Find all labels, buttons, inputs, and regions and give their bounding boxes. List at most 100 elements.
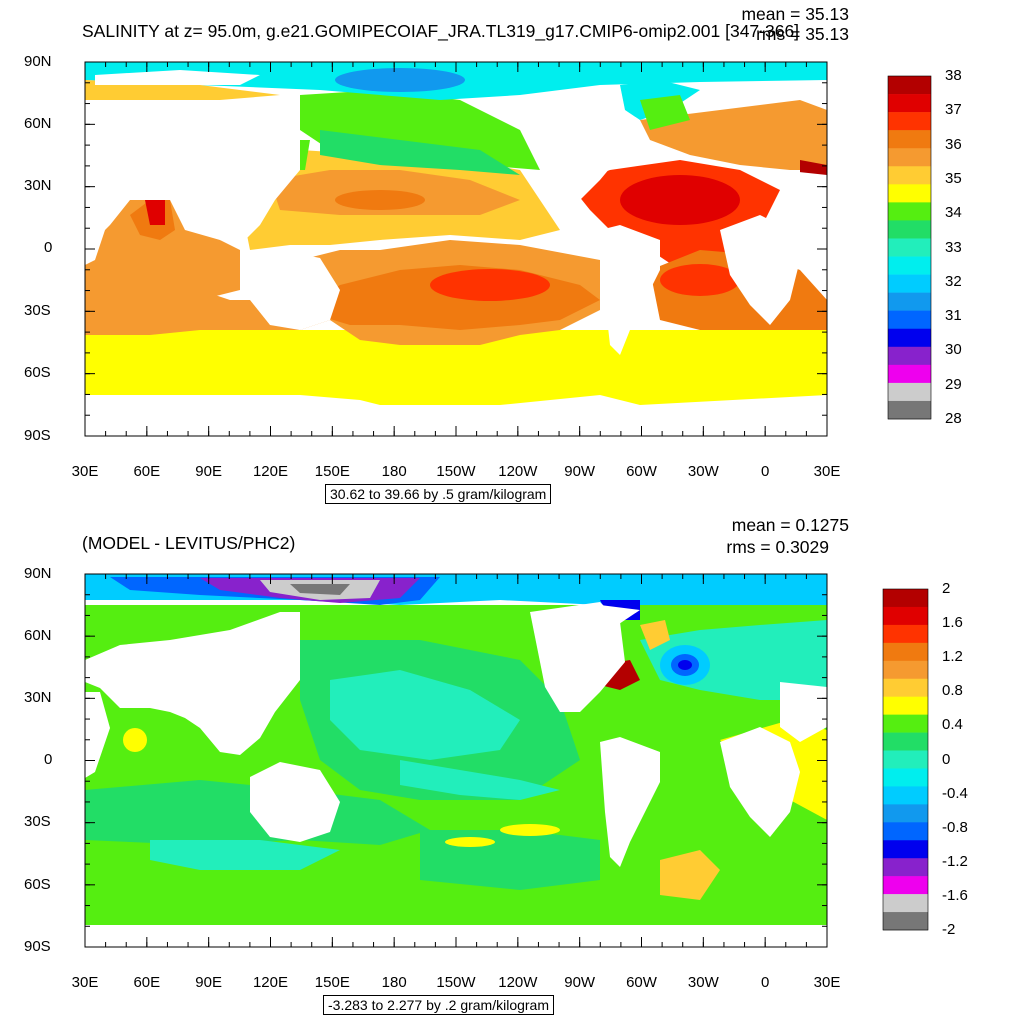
colorbar-swatch [883,589,928,608]
colorbar-swatch [883,696,928,715]
colorbar-swatch [888,166,931,185]
bottom-rms: rms = 0.3029 [726,537,829,557]
colorbar-swatch [883,750,928,769]
colorbar-label: -0.8 [942,818,968,836]
colorbar-swatch [888,328,931,348]
colorbar-outline [887,75,932,420]
colorbar-label: 34 [945,204,962,222]
top-y-tick-30S: 30S [24,302,51,319]
colorbar-label: 1.6 [942,614,963,632]
top-range-note: 30.62 to 39.66 by .5 gram/kilogram [325,484,552,504]
colorbar-swatch [888,256,931,275]
colorbar-label: 32 [945,272,962,290]
x-tick-label: 30W [687,463,719,480]
bottom-y-tick-0: 0 [44,751,53,768]
colorbar-label: 35 [945,169,962,187]
colorbar-swatch [888,238,931,257]
x-tick-label: 60W [626,974,657,991]
colorbar-swatch [883,876,928,895]
colorbar-label: 33 [945,238,962,256]
top-y-tick-60S: 60S [24,364,51,381]
colorbar-swatch [888,220,931,239]
colorbar-label: 0.8 [942,682,963,700]
bottom-mean: mean = 0.1275 [731,515,849,535]
top-rms: rms = 35.13 [756,24,849,44]
top-y-tick-60N: 60N [24,115,52,132]
colorbar-swatch [883,624,928,644]
colorbar-swatch [888,184,931,203]
colorbar-label: 1.2 [942,648,963,666]
bottom-map-panel [84,573,828,948]
colorbar-swatch [888,382,931,402]
x-tick-label: 120E [252,974,289,991]
colorbar-swatch [883,822,928,841]
bottom-ocean-field [85,574,827,947]
x-tick-label: 90E [195,463,222,480]
colorbar-swatch [883,606,928,626]
colorbar-swatch [883,768,928,787]
colorbar-label: 28 [945,410,962,427]
colorbar-swatch [888,94,931,113]
bottom-y-tick-60S: 60S [24,876,51,893]
x-tick-label: 30E [71,974,99,991]
colorbar-swatch [888,76,931,95]
x-tick-label: 30W [687,974,719,991]
colorbar-swatch [888,310,931,330]
colorbar-label: 0.4 [942,716,963,734]
top-y-tick-90N: 90N [24,53,52,70]
colorbar-swatch [888,400,931,420]
bottom-title: (MODEL - LEVITUS/PHC2) [82,533,296,553]
x-tick-label: 30E [813,974,841,991]
colorbar-label: 29 [945,375,962,393]
colorbar-swatch [883,732,928,751]
x-tick-label: 180 [381,463,407,480]
x-tick-label: 120W [498,463,538,480]
bottom-y-tick-90S: 90S [24,938,51,955]
colorbar-swatch [888,292,931,311]
colorbar-label: 30 [945,341,962,359]
colorbar-swatch [888,130,931,149]
top-y-tick-0: 0 [44,239,53,256]
colorbar-swatch [883,894,928,913]
x-tick-label: 150W [436,463,476,480]
bottom-y-tick-60N: 60N [24,627,52,644]
x-tick-label: 180 [381,974,407,991]
colorbar-label: 0 [942,750,951,768]
colorbar-outline [882,588,929,931]
colorbar-swatch [888,202,931,221]
x-tick-label: 30E [71,463,99,480]
x-tick-label: 90W [564,974,596,991]
colorbar-swatch [883,660,928,680]
colorbar-swatch [883,912,928,931]
x-tick-label: 0 [760,463,770,480]
bottom-y-tick-30S: 30S [24,813,51,830]
x-tick-label: 150E [314,974,350,991]
colorbar-label: 38 [945,67,962,84]
top-title: SALINITY at z= 95.0m, g.e21.GOMIPECOIAF_… [82,21,800,41]
colorbar-swatch [883,678,928,697]
colorbar-label: 2 [942,580,951,597]
colorbar-label: 37 [945,101,962,119]
top-y-tick-90S: 90S [24,427,51,444]
x-tick-label: 60E [133,463,161,480]
x-tick-label: 120E [252,463,289,480]
colorbar-label: -1.6 [942,886,968,904]
colorbar-swatch [888,112,931,131]
top-mean: mean = 35.13 [741,4,849,24]
x-tick-label: 30E [813,463,841,480]
colorbar-swatch [888,346,931,366]
colorbar-label: -1.2 [942,852,968,870]
x-tick-label: 90E [195,974,222,991]
colorbar-label: -0.4 [942,784,968,802]
x-tick-label: 60W [626,463,657,480]
x-tick-label: 60E [133,974,161,991]
bottom-y-tick-90N: 90N [24,565,52,582]
colorbar-swatch [888,364,931,384]
colorbar-swatch [883,642,928,662]
colorbar-swatch [883,804,928,823]
colorbar-swatch [883,714,928,733]
x-tick-label: 120W [498,974,538,991]
top-map-panel [84,61,828,437]
bottom-y-tick-30N: 30N [24,689,52,706]
